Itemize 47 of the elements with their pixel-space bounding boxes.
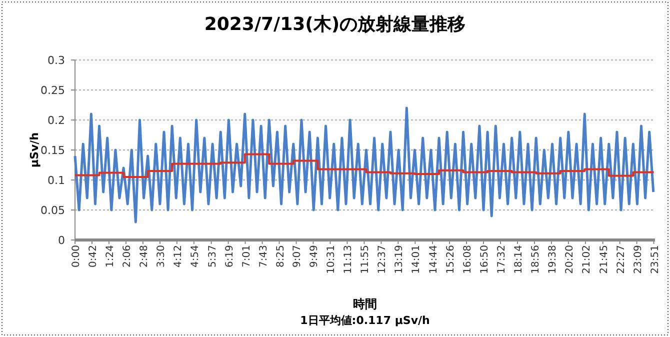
y-tick-label: 0 [58, 234, 65, 247]
x-tick-label: 11:13 [343, 245, 354, 274]
text: 1日平均値:0.117 µSv/h [300, 314, 430, 327]
x-tick-label: 11:55 [360, 245, 372, 274]
x-tick-label: 21:45 [598, 245, 610, 274]
x-axis-title: 時間 [353, 297, 377, 311]
x-tick-label: 16:08 [462, 245, 474, 274]
x-tick-label: 9:49 [309, 245, 320, 268]
x-tick-label: 20:20 [564, 245, 576, 274]
x-tick-label: 13:19 [394, 245, 406, 274]
chart-title: 2023/7/13(木)の放射線量推移 [204, 14, 466, 35]
x-tick-label: 22:27 [616, 245, 627, 274]
x-tick-label: 21:02 [581, 245, 592, 274]
line-series [74, 106, 655, 224]
x-tick-label: 9:07 [292, 245, 304, 268]
x-tick-label: 4:54 [190, 245, 201, 268]
x-tick-label: 4:12 [172, 245, 184, 268]
x-tick-label: 14:01 [411, 245, 422, 274]
x-tick-label: 19:38 [547, 245, 558, 274]
x-tick-label: 2:48 [138, 245, 150, 268]
y-tick-label: 0.3 [48, 54, 65, 67]
x-tick-label: 6:19 [224, 245, 236, 268]
x-tick-label: 10:31 [326, 245, 338, 274]
x-tick-label: 1:24 [104, 245, 116, 268]
y-tick-label: 0.1 [48, 174, 65, 187]
x-tick-label: 17:32 [496, 245, 508, 274]
x-tick-label: 23:51 [650, 245, 661, 274]
y-axis-title: µSv/h [28, 132, 41, 168]
y-tick-label: 0.2 [48, 114, 65, 127]
x-tick-label: 2:06 [122, 245, 133, 268]
y-tick-label: 0.25 [40, 84, 65, 97]
x-tick-label: 0:00 [71, 245, 82, 268]
x-tick-label: 12:37 [377, 245, 388, 274]
x-tick-label: 16:50 [480, 245, 490, 274]
x-tick-label: 7:43 [258, 245, 270, 268]
x-tick-label: 18:14 [513, 245, 524, 274]
x-tick-label: 5:37 [207, 245, 218, 268]
x-tick-label: 18:56 [530, 245, 542, 274]
x-tick-label: 15:26 [446, 245, 457, 274]
x-tick-label: 7:01 [241, 245, 252, 268]
x-tick-label: 14:44 [428, 245, 440, 274]
x-tick-label: 8:25 [275, 245, 286, 268]
x-tick-label: 3:30 [156, 245, 167, 268]
x-tick-label: 0:42 [88, 245, 99, 268]
x-tick-label: 23:09 [632, 245, 644, 274]
y-tick-label: 0.05 [40, 204, 65, 217]
y-tick-label: 0.15 [40, 144, 65, 157]
